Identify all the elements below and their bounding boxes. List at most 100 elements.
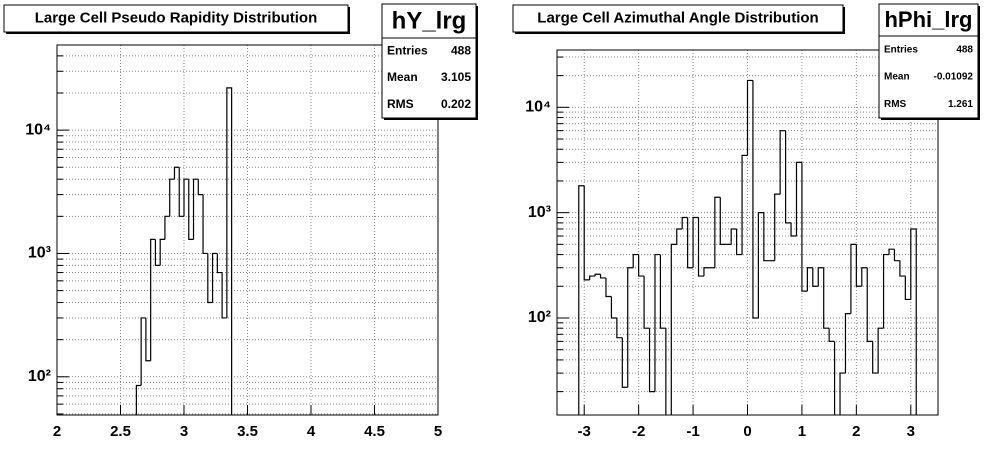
histogram-bin	[893, 249, 900, 262]
histogram-bin	[774, 193, 781, 261]
histogram-bin	[659, 254, 666, 329]
stat-label: RMS	[884, 99, 907, 110]
histogram-bin	[648, 328, 655, 393]
histogram-bin	[589, 275, 596, 280]
y-tick-label: 10⁴	[525, 99, 551, 116]
histogram-bin	[687, 217, 694, 269]
histogram-bin	[872, 341, 879, 374]
histogram-bin	[154, 239, 161, 267]
histogram-bin	[828, 328, 835, 342]
histogram-bin	[850, 243, 857, 314]
stat-label: Mean	[387, 70, 418, 84]
stat-label: Mean	[884, 72, 910, 83]
histogram-bin	[150, 238, 156, 361]
stat-value: 488	[956, 44, 973, 55]
histogram-bin	[779, 130, 786, 195]
x-tick-label: 2	[852, 423, 860, 440]
histogram-bin	[159, 238, 165, 266]
histogram-bin	[801, 162, 808, 292]
y-tick-label: 10³	[28, 245, 51, 262]
histogram-bin	[730, 228, 737, 245]
x-tick-label: 2	[53, 423, 61, 440]
histogram-bin	[211, 252, 218, 303]
histogram-bin	[910, 228, 917, 415]
x-tick-label: 3.5	[237, 423, 258, 440]
histogram-bin	[621, 337, 628, 388]
title-box	[512, 4, 844, 33]
chart-title: Large Cell Pseudo Rapidity Distribution	[35, 9, 318, 26]
name-box	[878, 3, 979, 37]
stat-value: 0.202	[441, 97, 471, 111]
y-tick-label: 10²	[528, 309, 551, 326]
histogram-bin	[197, 179, 204, 196]
stats-box	[381, 37, 477, 119]
y-tick-label: 10³	[528, 204, 551, 221]
histogram-bin	[844, 313, 851, 374]
x-tick-label: 3	[180, 423, 188, 440]
histogram-name: hPhi_lrg	[884, 7, 972, 32]
histogram-bin	[795, 161, 802, 237]
histogram-bin	[861, 267, 868, 287]
histogram-bin	[714, 196, 721, 268]
histogram-bin	[681, 216, 688, 229]
stat-value: 1.261	[948, 99, 973, 110]
histogram-bin	[627, 267, 634, 388]
stat-value: 3.105	[441, 70, 471, 84]
histogram-bin	[135, 384, 142, 415]
histogram-bin	[610, 296, 617, 319]
x-tick-label: 0	[743, 423, 751, 440]
panel: 10² 10³ 10⁴ -3 -2 -1 0 1 2 3 Large Cell Azimuthal …	[512, 3, 980, 440]
histogram-bin	[169, 178, 175, 217]
histogram-bin	[599, 274, 606, 279]
histogram-bin	[866, 267, 873, 342]
name-box	[381, 3, 477, 39]
histogram-bin	[736, 228, 743, 256]
histogram-bin	[839, 372, 846, 415]
histogram-bin	[676, 228, 683, 245]
histogram-bin	[790, 222, 797, 237]
histogram-bin	[703, 267, 710, 277]
y-tick-label: 10⁴	[25, 121, 51, 138]
histogram-bin	[216, 253, 223, 274]
histogram-bin	[188, 179, 194, 241]
histogram-bin	[752, 80, 759, 319]
x-tick-label: 5	[434, 423, 442, 440]
stat-label: RMS	[387, 97, 414, 111]
histogram-bin	[643, 276, 650, 329]
x-tick-label: 2.5	[110, 423, 131, 440]
x-tick-label: 3	[907, 423, 915, 440]
histogram-bin	[888, 248, 895, 255]
histogram-bin	[616, 317, 623, 339]
histogram-bin	[785, 130, 792, 224]
histogram-bin	[178, 167, 184, 217]
histogram-bin	[741, 154, 748, 255]
histogram-bin	[763, 212, 770, 262]
histogram-bin	[665, 328, 667, 415]
histogram-bin	[692, 216, 699, 268]
histogram-bin	[632, 253, 639, 268]
stat-value: 488	[451, 44, 471, 58]
histogram-bin	[806, 267, 813, 292]
histogram-bin	[202, 194, 208, 255]
stat-label: Entries	[387, 44, 428, 58]
histogram-bin	[882, 253, 890, 329]
histogram-bin	[877, 327, 884, 374]
histogram-bin	[226, 87, 233, 415]
histogram-bin	[207, 253, 213, 304]
stats-box	[878, 35, 979, 119]
chart-title: Large Cell Azimuthal Angle Distribution	[537, 9, 818, 26]
histogram-bin	[145, 317, 151, 362]
histogram-bin	[855, 244, 862, 287]
histogram-bin	[833, 341, 836, 415]
histogram	[578, 79, 917, 415]
histogram-bin	[183, 178, 189, 217]
histogram-bin	[594, 273, 601, 277]
histogram-bin	[583, 185, 590, 281]
stat-value: -0.01092	[934, 72, 974, 83]
histogram-bin	[812, 267, 819, 287]
histogram-bin	[904, 276, 911, 301]
x-tick-label: 4.5	[364, 423, 385, 440]
histogram-bin	[140, 317, 146, 386]
histogram-bin	[638, 254, 645, 277]
